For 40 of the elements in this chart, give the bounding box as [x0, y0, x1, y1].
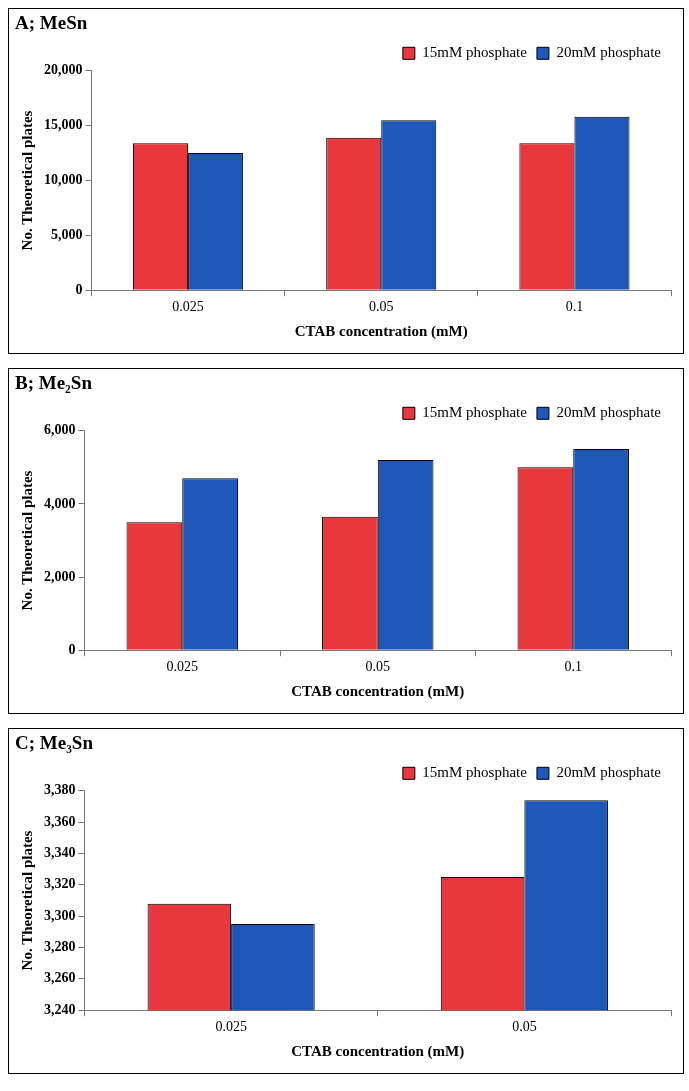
y-tick-label: 3,340: [44, 845, 76, 861]
x-tick-label: 0.05: [369, 299, 394, 315]
y-axis-title: No. Theoretical plates: [18, 470, 35, 611]
y-tick-label: 10,000: [44, 172, 83, 188]
y-tick-label: 6,000: [44, 422, 76, 438]
legend-label: 20mM phosphate: [556, 404, 662, 421]
x-tick-label: 0.05: [512, 1019, 537, 1035]
y-tick-label: 3,240: [44, 1001, 76, 1017]
y-tick-label: 20,000: [44, 62, 83, 78]
legend-label: 20mM phosphate: [556, 764, 662, 781]
x-axis-title: CTAB concentration (mM): [291, 1042, 465, 1060]
y-tick-label: 15,000: [44, 117, 83, 133]
y-tick-label: 3,320: [44, 876, 76, 892]
legend-label: 15mM phosphate: [422, 44, 528, 61]
legend-label: 15mM phosphate: [422, 404, 528, 421]
x-tick-label: 0.1: [565, 299, 584, 315]
y-tick-label: 3,280: [44, 939, 76, 955]
y-tick-label: 3,380: [44, 782, 76, 798]
x-tick-label: 0.05: [365, 659, 390, 675]
y-tick-label: 0: [75, 281, 83, 297]
x-tick-label: 0.025: [166, 659, 198, 675]
y-tick-label: 4,000: [44, 495, 76, 511]
legend-label: 15mM phosphate: [422, 764, 528, 781]
y-tick-label: 0: [68, 641, 76, 657]
x-axis-title: CTAB concentration (mM): [291, 682, 465, 700]
chart-title: C; Me₃Sn: [15, 732, 94, 754]
chart-title: B; Me₂Sn: [15, 372, 93, 394]
chart-title: A; MeSn: [15, 12, 88, 34]
legend-label: 20mM phosphate: [556, 44, 662, 61]
y-tick-label: 2,000: [44, 568, 76, 584]
y-tick-label: 3,360: [44, 813, 76, 829]
x-axis-title: CTAB concentration (mM): [294, 322, 468, 340]
x-tick-label: 0.025: [172, 299, 204, 315]
y-axis-title: No. Theoretical plates: [18, 830, 35, 971]
y-tick-label: 3,300: [44, 907, 76, 923]
x-tick-label: 0.1: [564, 659, 582, 675]
y-tick-label: 5,000: [51, 226, 83, 242]
y-tick-label: 3,260: [44, 970, 76, 986]
y-axis-title: No. Theoretical plates: [18, 110, 35, 251]
x-tick-label: 0.025: [215, 1019, 247, 1035]
